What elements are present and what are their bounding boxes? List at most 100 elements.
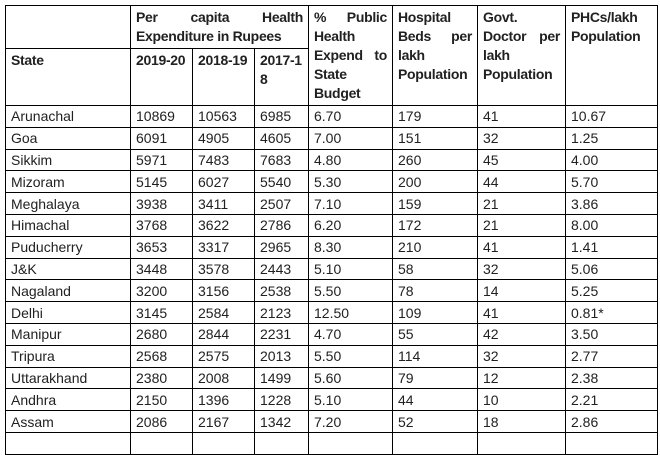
pct-public-health-cell: 7.10 — [308, 192, 393, 215]
govt-doctor-cell: 21 — [477, 213, 566, 237]
empty-cell — [477, 431, 566, 455]
exp-2018-19-cell: 3317 — [192, 235, 255, 259]
table-row: Manipur 2680 2844 2231 4.70 55 42 3.50 — [5, 322, 658, 346]
exp-2018-19-cell: 7483 — [192, 148, 255, 172]
pct-public-health-cell: 5.10 — [308, 257, 393, 281]
table-row: Sikkim 5971 7483 7683 4.80 260 45 4.00 — [5, 148, 658, 172]
exp-2018-19-cell: 2008 — [192, 366, 255, 390]
pct-public-health-cell: 5.50 — [308, 344, 393, 368]
pct-public-health-cell: 6.70 — [308, 105, 393, 128]
exp-2019-20-cell: 5145 — [130, 170, 193, 194]
hospital-beds-cell: 79 — [392, 366, 478, 390]
pct-public-health-cell: 5.50 — [308, 279, 393, 303]
exp-2017-18-cell: 2786 — [254, 213, 309, 237]
exp-2017-18-cell: 7683 — [254, 148, 309, 172]
state-cell: Delhi — [5, 301, 131, 324]
exp-2018-19-cell: 6027 — [192, 170, 255, 194]
hospital-beds-cell: 172 — [392, 213, 478, 237]
state-cell: Andhra — [5, 388, 131, 412]
table-row: Delhi 3145 2584 2123 12.50 109 41 0.81* — [5, 301, 658, 324]
govt-doctor-cell: 41 — [477, 235, 566, 259]
exp-2018-19-cell: 4905 — [192, 126, 255, 150]
exp-2019-20-cell: 2568 — [130, 344, 193, 368]
hospital-beds-cell: 159 — [392, 192, 478, 215]
hospital-beds-header: Hospital Beds per lakh Population — [392, 5, 478, 106]
exp-2017-18-cell: 2123 — [254, 301, 309, 324]
table-row: Assam 2086 2167 1342 7.20 52 18 2.86 — [5, 410, 658, 433]
govt-doctor-cell: 10 — [477, 388, 566, 412]
state-cell: Puducherry — [5, 235, 131, 259]
empty-cell — [565, 431, 658, 455]
state-cell: Uttarakhand — [5, 366, 131, 390]
govt-doctor-cell: 41 — [477, 301, 566, 324]
state-cell: Tripura — [5, 344, 131, 368]
table-partial-bottom — [5, 431, 658, 455]
exp-2019-20-cell: 3938 — [130, 192, 193, 215]
phcs-cell: 1.41 — [565, 235, 658, 259]
govt-doctor-cell: 32 — [477, 257, 566, 281]
exp-2017-18-cell: 2538 — [254, 279, 309, 303]
table-row: Puducherry 3653 3317 2965 8.30 210 41 1.41 — [5, 235, 658, 259]
state-cell: Meghalaya — [5, 192, 131, 215]
exp-2018-19-cell: 10563 — [192, 105, 255, 128]
hospital-beds-cell: 114 — [392, 344, 478, 368]
govt-doctor-cell: 21 — [477, 192, 566, 215]
table-row: Arunachal 10869 10563 6985 6.70 179 41 10.67 — [5, 105, 658, 128]
exp-2019-20-cell: 3768 — [130, 213, 193, 237]
exp-2017-18-cell: 1228 — [254, 388, 309, 412]
exp-2019-20-cell: 10869 — [130, 105, 193, 128]
govt-doctor-cell: 45 — [477, 148, 566, 172]
table-row: Tripura 2568 2575 2013 5.50 114 32 2.77 — [5, 344, 658, 368]
exp-2019-20-cell: 2680 — [130, 322, 193, 346]
exp-2018-19-cell: 2584 — [192, 301, 255, 324]
empty-cell — [192, 431, 255, 455]
phcs-cell: 5.25 — [565, 279, 658, 303]
clipped-row — [5, 431, 658, 455]
phcs-cell: 5.06 — [565, 257, 658, 281]
table-header: Per capita Health Expenditure in Rupees … — [5, 5, 658, 106]
table-row: Uttarakhand 2380 2008 1499 5.60 79 12 2.38 — [5, 366, 658, 390]
header-row-years: State 2019-20 2018-19 2017-18 — [5, 48, 658, 106]
govt-doctor-cell: 14 — [477, 279, 566, 303]
phcs-cell: 3.50 — [565, 322, 658, 346]
state-cell: J&K — [5, 257, 131, 281]
pct-public-health-cell: 8.30 — [308, 235, 393, 259]
hospital-beds-cell: 78 — [392, 279, 478, 303]
govt-doctor-cell: 41 — [477, 105, 566, 128]
exp-2017-18-cell: 1499 — [254, 366, 309, 390]
pct-public-health-cell: 4.70 — [308, 322, 393, 346]
exp-2019-20-cell: 3145 — [130, 301, 193, 324]
exp-2018-19-cell: 2575 — [192, 344, 255, 368]
pct-public-health-cell: 5.60 — [308, 366, 393, 390]
phcs-cell: 8.00 — [565, 213, 658, 237]
state-cell: Manipur — [5, 322, 131, 346]
phcs-cell: 2.38 — [565, 366, 658, 390]
exp-2017-18-cell: 4605 — [254, 126, 309, 150]
exp-2019-20-cell: 3448 — [130, 257, 193, 281]
table-row: Meghalaya 3938 3411 2507 7.10 159 21 3.86 — [5, 192, 658, 215]
pct-public-health-cell: 12.50 — [308, 301, 393, 324]
govt-doctor-cell: 18 — [477, 410, 566, 433]
govt-doctor-header: Govt. Doctor per lakh Population — [477, 5, 566, 106]
hospital-beds-cell: 109 — [392, 301, 478, 324]
exp-2018-19-cell: 3622 — [192, 213, 255, 237]
state-cell: Himachal — [5, 213, 131, 237]
table-screenshot: { "table": { "headers": { "corner": "", … — [5, 5, 658, 455]
header-row-group: Per capita Health Expenditure in Rupees … — [5, 5, 658, 106]
phcs-cell: 0.81* — [565, 301, 658, 324]
table-row: Himachal 3768 3622 2786 6.20 172 21 8.00 — [5, 213, 658, 237]
empty-cell — [308, 431, 393, 455]
exp-2019-20-cell: 2086 — [130, 410, 193, 433]
exp-2017-18-cell: 2231 — [254, 322, 309, 346]
pct-public-health-cell: 6.20 — [308, 213, 393, 237]
state-cell: Goa — [5, 126, 131, 150]
exp-2017-18-cell: 5540 — [254, 170, 309, 194]
govt-doctor-cell: 42 — [477, 322, 566, 346]
state-cell: Assam — [5, 410, 131, 433]
empty-cell — [5, 431, 131, 455]
phcs-header: PHCs/lakh Population — [565, 5, 658, 106]
hospital-beds-cell: 44 — [392, 388, 478, 412]
exp-2019-20-cell: 2150 — [130, 388, 193, 412]
corner-cell — [5, 5, 131, 49]
hospital-beds-cell: 200 — [392, 170, 478, 194]
